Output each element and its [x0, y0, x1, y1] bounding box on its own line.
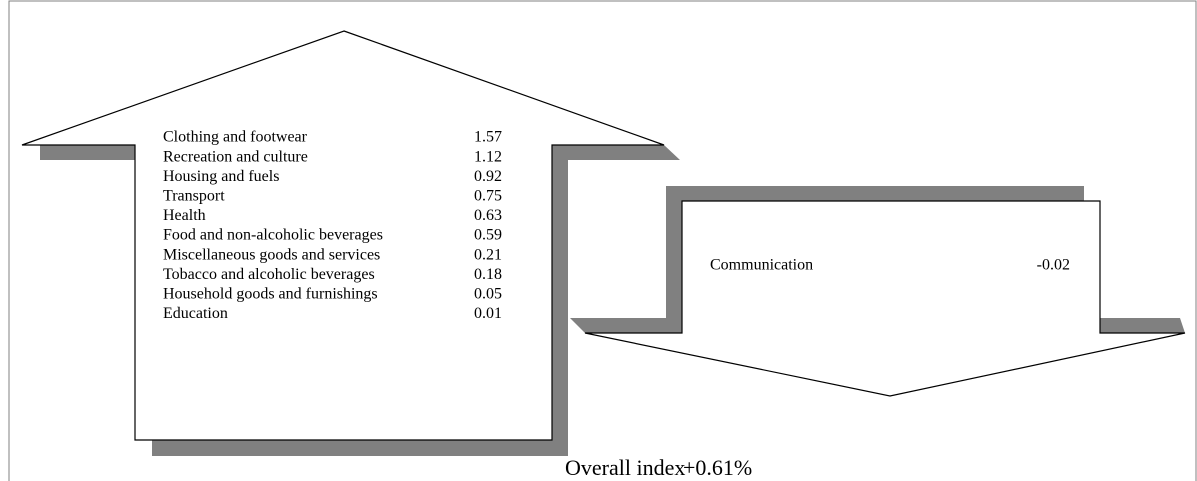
- item-label: Health: [163, 207, 206, 224]
- up-arrow-shadow: [40, 145, 135, 160]
- item-label: Tobacco and alcoholic beverages: [163, 266, 375, 283]
- overall-label: Overall index: [565, 455, 685, 480]
- item-value: -0.02: [1037, 257, 1070, 274]
- item-label: Food and non-alcoholic beverages: [163, 227, 383, 244]
- item-label: Education: [163, 305, 228, 322]
- up-arrow: [21, 30, 665, 441]
- item-label: Communication: [710, 257, 813, 274]
- item-value: 0.75: [474, 187, 502, 204]
- item-label: Clothing and footwear: [163, 129, 308, 146]
- frame: [8, 0, 1197, 481]
- item-label: Recreation and culture: [163, 148, 308, 165]
- item-value: 0.59: [474, 227, 502, 244]
- item-value: 0.21: [474, 246, 502, 263]
- item-value: 0.63: [474, 207, 502, 224]
- overall-value: +0.61%: [683, 455, 752, 480]
- item-label: Housing and fuels: [163, 168, 279, 185]
- item-value: 0.92: [474, 168, 502, 185]
- item-value: 0.05: [474, 285, 502, 302]
- item-value: 0.18: [474, 266, 502, 283]
- item-value: 0.01: [474, 305, 502, 322]
- item-label: Transport: [163, 187, 225, 204]
- item-label: Household goods and furnishings: [163, 285, 378, 302]
- item-value: 1.12: [474, 148, 502, 165]
- down-arrow-shadow: [1100, 318, 1185, 333]
- down-arrow: [584, 200, 1186, 397]
- item-label: Miscellaneous goods and services: [163, 246, 380, 263]
- item-value: 1.57: [474, 129, 502, 146]
